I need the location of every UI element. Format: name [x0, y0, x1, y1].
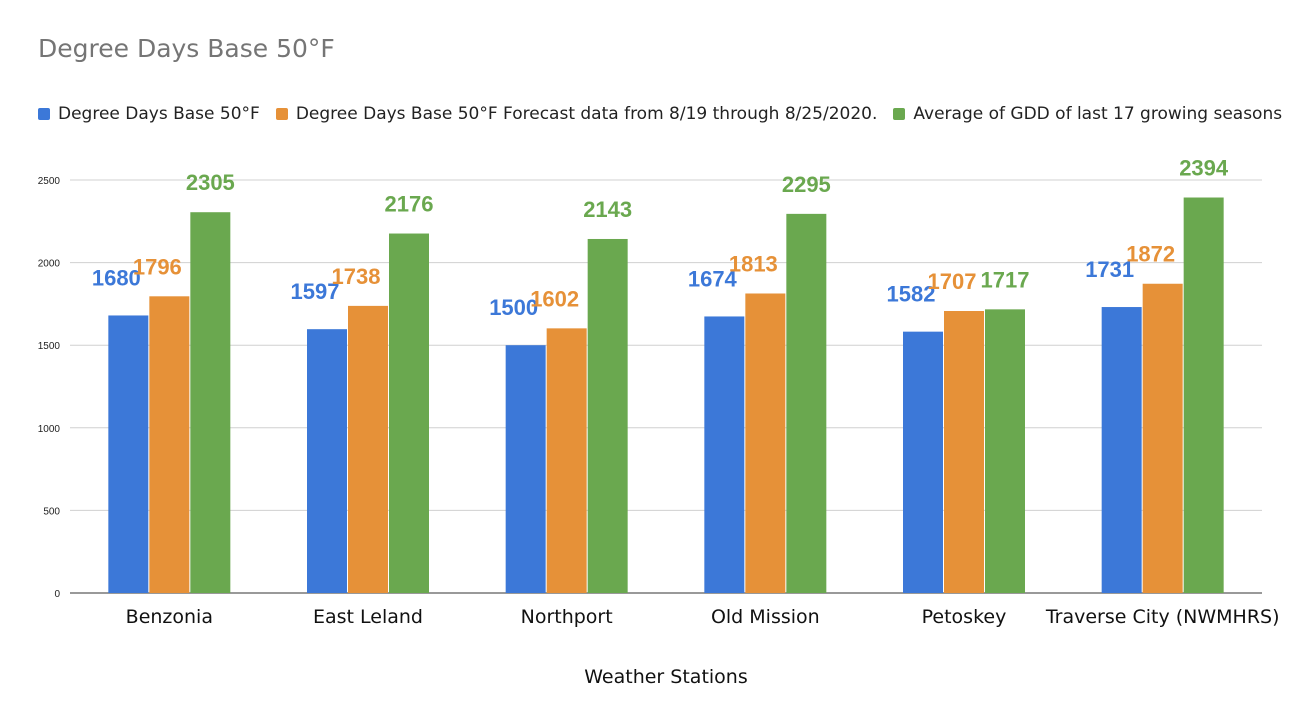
data-label: 1796 [133, 254, 182, 279]
data-label: 1582 [887, 282, 936, 307]
chart-title: Degree Days Base 50°F [38, 34, 335, 63]
bar [348, 305, 388, 593]
legend-label-series-3: Average of GDD of last 17 growing season… [913, 104, 1283, 124]
bar [944, 311, 984, 593]
y-tick-label: 1000 [38, 424, 61, 435]
legend-swatch-series-1 [38, 108, 50, 120]
legend-item-series-2[interactable]: Degree Days Base 50°F Forecast data from… [275, 104, 878, 124]
x-axis-title: Weather Stations [584, 666, 748, 688]
data-label: 1738 [332, 264, 381, 289]
bar [745, 293, 786, 593]
bar [505, 345, 546, 593]
legend-label-series-1: Degree Days Base 50°F [58, 104, 260, 124]
y-tick-label: 2000 [38, 259, 61, 270]
data-label: 1597 [291, 279, 340, 304]
bar [786, 213, 827, 593]
bar [1183, 197, 1224, 593]
x-tick-label: Benzonia [126, 606, 213, 628]
bar [704, 316, 745, 593]
bar [903, 331, 943, 593]
bar [149, 296, 190, 593]
data-label: 1813 [729, 251, 778, 276]
legend: Degree Days Base 50°F Degree Days Base 5… [38, 104, 1298, 124]
bar [1101, 307, 1142, 593]
data-label: 1731 [1085, 257, 1134, 282]
y-tick-label: 2500 [38, 176, 61, 187]
data-label: 2305 [186, 170, 235, 195]
legend-item-series-3[interactable]: Average of GDD of last 17 growing season… [893, 104, 1282, 124]
data-label: 1707 [928, 269, 977, 294]
bar [389, 233, 429, 594]
bar [587, 238, 628, 594]
bar [985, 309, 1025, 593]
data-label: 2295 [782, 172, 831, 197]
data-label: 2394 [1179, 156, 1229, 181]
data-label: 1500 [489, 295, 538, 320]
x-tick-label: East Leland [313, 606, 423, 628]
legend-swatch-series-2 [275, 108, 288, 120]
legend-swatch-series-3 [893, 108, 906, 120]
bar [546, 328, 587, 593]
y-tick-label: 0 [54, 589, 60, 600]
bar [307, 329, 347, 593]
data-label: 1680 [92, 265, 141, 290]
bar [190, 212, 231, 594]
data-label: 1674 [688, 266, 738, 291]
legend-label-series-2: Degree Days Base 50°F Forecast data from… [295, 104, 878, 124]
data-label: 1717 [981, 267, 1030, 292]
x-tick-label: Petoskey [922, 606, 1007, 628]
x-tick-label: Old Mission [711, 606, 820, 628]
bar [108, 315, 149, 593]
legend-item-series-1[interactable]: Degree Days Base 50°F [38, 104, 260, 124]
y-tick-label: 500 [43, 506, 60, 517]
x-tick-label: Northport [521, 606, 613, 628]
bar [1142, 283, 1183, 593]
data-label: 2143 [583, 197, 632, 222]
data-label: 2176 [385, 192, 434, 217]
x-tick-label: Traverse City (NWMHRS) [1045, 606, 1280, 628]
data-label: 1602 [530, 286, 579, 311]
y-tick-label: 1500 [38, 341, 61, 352]
data-label: 1872 [1126, 242, 1175, 267]
